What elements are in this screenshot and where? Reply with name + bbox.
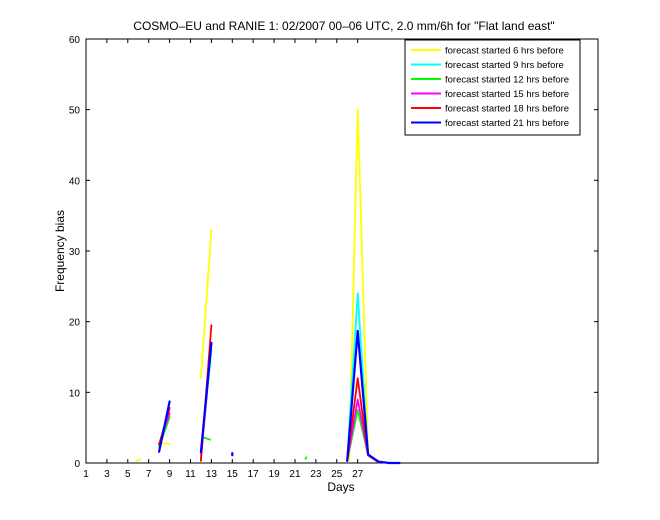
x-tick-label: 3 <box>104 469 110 480</box>
legend-label: forecast started 6 hrs before <box>445 46 564 57</box>
legend-label: forecast started 12 hrs before <box>445 75 569 86</box>
series-line <box>158 400 171 453</box>
legend: forecast started 6 hrs before forecast st… <box>404 39 581 136</box>
series-lines <box>135 108 401 465</box>
y-tick-label: 60 <box>69 35 81 46</box>
y-tick-label: 0 <box>74 459 80 470</box>
x-tick-label: 7 <box>146 469 152 480</box>
y-tick-label: 10 <box>69 388 81 399</box>
x-tick-label: 27 <box>352 469 364 480</box>
chart-title: COSMO–EU and RANIE 1: 02/2007 00–06 UTC,… <box>133 19 554 33</box>
x-tick-label: 15 <box>227 469 239 480</box>
x-tick-label: 17 <box>248 469 260 480</box>
series-line <box>203 436 212 441</box>
y-tick-label: 50 <box>69 106 81 117</box>
x-tick-label: 13 <box>206 469 218 480</box>
x-tick-label: 5 <box>125 469 131 480</box>
legend-label: forecast started 18 hrs before <box>445 104 569 115</box>
y-tick-label: 30 <box>69 247 81 258</box>
legend-label: forecast started 15 hrs before <box>445 89 569 100</box>
x-tick-label: 21 <box>289 469 301 480</box>
legend-label: forecast started 9 hrs before <box>445 60 564 71</box>
x-tick-label: 25 <box>331 469 343 480</box>
y-tick-label: 40 <box>69 176 81 187</box>
legend-label: forecast started 21 hrs before <box>445 118 569 129</box>
series-line <box>199 341 213 454</box>
x-tick-label: 11 <box>185 469 196 480</box>
series-line <box>199 228 213 380</box>
x-tick-label: 19 <box>269 469 281 480</box>
x-axis-label: Days <box>327 480 354 494</box>
y-axis-label: Frequency bias <box>53 210 67 292</box>
legend-box <box>404 39 581 136</box>
x-tick-label: 9 <box>167 469 173 480</box>
series-line <box>135 458 142 462</box>
series-line <box>304 456 308 460</box>
x-tick-label: 23 <box>310 469 322 480</box>
series-line <box>346 329 401 465</box>
y-tick-label: 20 <box>69 318 81 329</box>
x-tick-label: 1 <box>83 469 89 480</box>
